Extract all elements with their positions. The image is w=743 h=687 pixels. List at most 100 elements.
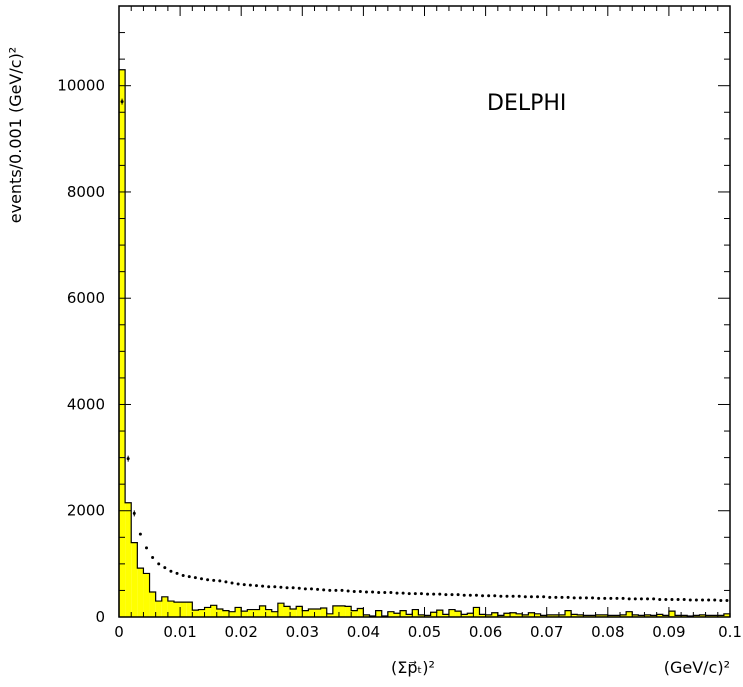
x-tick-label: 0.02 [224, 623, 257, 641]
data-point [340, 588, 344, 592]
data-point [725, 599, 729, 603]
experiment-label: DELPHI [487, 91, 566, 116]
data-point [438, 592, 442, 596]
x-axis-unit: (GeV/c)² [664, 658, 730, 677]
histogram-bar [180, 602, 187, 617]
histogram-bar [558, 614, 566, 617]
histogram-bar [400, 610, 407, 617]
data-point [432, 592, 436, 596]
data-point [285, 586, 289, 590]
data-point [334, 588, 338, 592]
histogram-bar [626, 611, 633, 617]
histogram-bar [546, 614, 553, 617]
data-point [303, 587, 307, 591]
data-point [346, 589, 350, 593]
data-point [309, 587, 313, 591]
data-point [505, 594, 509, 598]
histogram-bar [497, 615, 504, 617]
x-tick-label: 0.04 [347, 623, 380, 641]
histogram-bar [302, 610, 309, 617]
data-point [560, 595, 564, 599]
histogram-bar [418, 614, 425, 617]
histogram-bar [320, 607, 327, 617]
x-tick-label: 0.09 [652, 623, 685, 641]
data-point [658, 597, 662, 601]
histogram-bar [198, 609, 205, 617]
data-point [316, 587, 320, 591]
histogram-bar [149, 592, 156, 617]
histogram-series [118, 69, 731, 617]
data-point [364, 590, 368, 594]
data-point [652, 597, 656, 601]
data-point [499, 594, 503, 598]
data-point [371, 590, 375, 594]
data-point [377, 591, 381, 595]
data-point [664, 597, 668, 601]
histogram-bar [228, 611, 236, 617]
data-point [584, 596, 588, 600]
data-point [273, 585, 277, 589]
histogram-bar [510, 612, 517, 617]
data-point [151, 555, 155, 559]
histogram-bar [253, 609, 260, 617]
histogram-bar [607, 615, 614, 617]
data-point [646, 597, 650, 601]
data-point [444, 593, 448, 597]
histogram-bar [711, 615, 718, 617]
data-point [224, 580, 228, 584]
histogram-bar [345, 606, 352, 617]
y-tick-label: 8000 [67, 183, 105, 201]
histogram-bar [681, 615, 688, 617]
histogram-bar [283, 606, 291, 617]
histogram-bar [503, 613, 511, 617]
data-point [554, 595, 558, 599]
y-tick-label: 2000 [67, 502, 105, 520]
histogram-bar [290, 609, 297, 617]
histogram-bar [717, 615, 724, 617]
histogram-bar [540, 615, 547, 617]
histogram-bar [650, 615, 657, 617]
histogram-bar [534, 613, 541, 617]
histogram-bar [387, 611, 394, 617]
data-point [603, 596, 607, 600]
histogram-bar [167, 601, 174, 617]
x-tick-label: 0 [114, 623, 124, 641]
data-point [578, 596, 582, 600]
histogram-bar [516, 613, 523, 617]
histogram-bar [705, 615, 712, 617]
data-point [621, 596, 625, 600]
histogram-bar [192, 610, 199, 617]
histogram-bar [326, 613, 333, 617]
data-point [572, 596, 576, 600]
histogram-bar [644, 614, 651, 617]
histogram-bar [595, 614, 602, 617]
histogram-bar [448, 609, 456, 617]
histogram-bar [675, 615, 682, 617]
histogram-bar [455, 611, 462, 617]
data-point [609, 596, 613, 600]
histogram-bar [204, 607, 211, 617]
histogram-bar [412, 609, 419, 617]
histogram-bar [277, 603, 284, 617]
x-tick-label: 0.03 [286, 623, 319, 641]
data-point [450, 593, 454, 597]
histogram-bar [473, 607, 480, 617]
tick-labels: 0 0.01 0.02 0.03 0.04 0.05 0.06 0.07 0.08 0.09 0.1… [57, 77, 742, 641]
y-tick-label: 0 [95, 608, 105, 626]
histogram-bar [351, 610, 358, 617]
histogram-bar [173, 602, 181, 617]
y-tick-label: 4000 [67, 395, 105, 413]
axis-ticks [118, 6, 731, 618]
data-point [591, 596, 595, 600]
histogram-bar [491, 612, 498, 617]
histogram-bar [119, 69, 126, 617]
data-point [206, 578, 210, 582]
histogram-bar [589, 615, 596, 617]
histogram-bar [265, 609, 272, 617]
data-point [426, 592, 430, 596]
histogram-bar [528, 612, 535, 617]
data-point [639, 597, 643, 601]
data-point [212, 578, 216, 582]
histogram-bar [632, 614, 639, 617]
